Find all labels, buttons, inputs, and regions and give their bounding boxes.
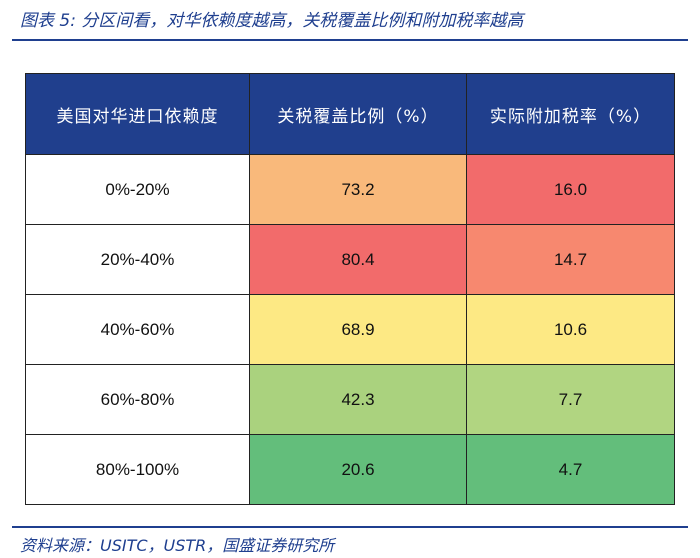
- data-table: 美国对华进口依赖度 关税覆盖比例（%） 实际附加税率（%） 0%-20% 73.2 16…: [25, 73, 675, 505]
- title-rule: [12, 39, 688, 41]
- footer-rule: [12, 526, 688, 528]
- row-label: 20%-40%: [25, 224, 250, 295]
- figure-title: 图表 5: 分区间看，对华依赖度越高，关税覆盖比例和附加税率越高: [20, 11, 524, 31]
- row-label: 80%-100%: [25, 434, 250, 505]
- table-row: 80%-100% 20.6 4.7: [25, 434, 675, 505]
- table-row: 0%-20% 73.2 16.0: [25, 154, 675, 225]
- table-body: 0%-20% 73.2 16.0 20%-40% 80.4 14.7 40%-60% 68.9…: [25, 154, 675, 505]
- table-cell: 42.3: [249, 364, 467, 435]
- table-cell: 16.0: [466, 154, 675, 225]
- table-cell: 14.7: [466, 224, 675, 295]
- table-cell: 7.7: [466, 364, 675, 435]
- row-label: 0%-20%: [25, 154, 250, 225]
- table-cell: 10.6: [466, 294, 675, 365]
- table-row: 60%-80% 42.3 7.7: [25, 364, 675, 435]
- table-row: 20%-40% 80.4 14.7: [25, 224, 675, 295]
- table-row: 40%-60% 68.9 10.6: [25, 294, 675, 365]
- table-cell: 20.6: [249, 434, 467, 505]
- column-header: 美国对华进口依赖度: [25, 73, 250, 155]
- header-row: 美国对华进口依赖度 关税覆盖比例（%） 实际附加税率（%）: [25, 73, 675, 155]
- table-cell: 80.4: [249, 224, 467, 295]
- table-cell: 68.9: [249, 294, 467, 365]
- column-header: 关税覆盖比例（%）: [249, 73, 467, 155]
- row-label: 60%-80%: [25, 364, 250, 435]
- table-cell: 4.7: [466, 434, 675, 505]
- table-cell: 73.2: [249, 154, 467, 225]
- source-note: 资料来源：USITC，USTR，国盛证券研究所: [20, 536, 335, 555]
- column-header: 实际附加税率（%）: [466, 73, 675, 155]
- row-label: 40%-60%: [25, 294, 250, 365]
